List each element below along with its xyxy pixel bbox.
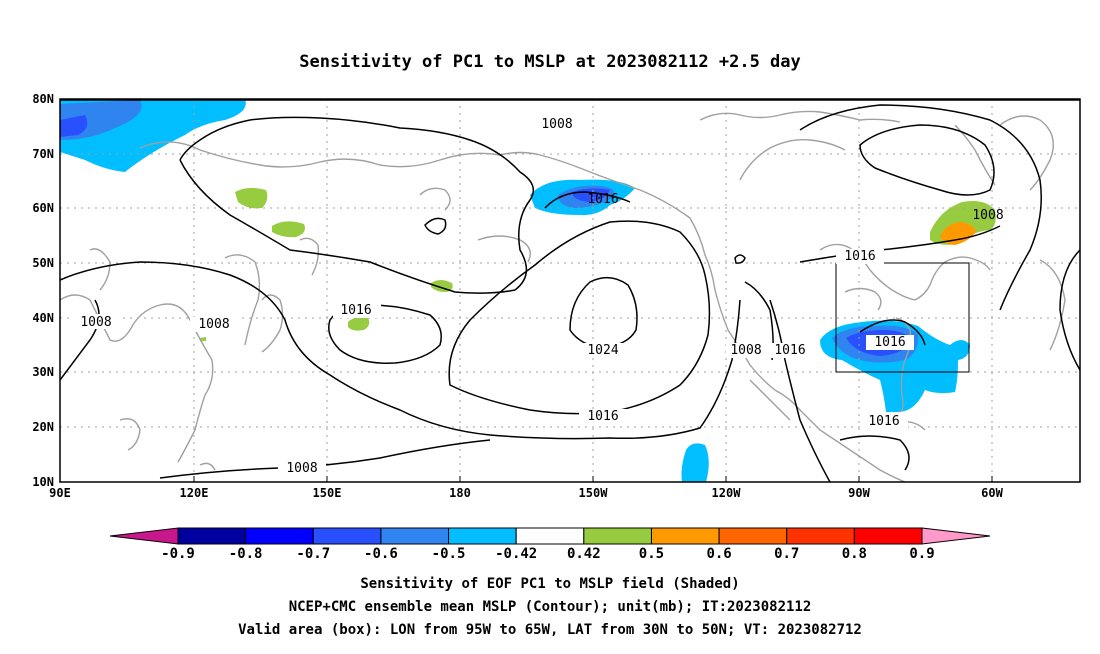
contour-label: 1008 bbox=[286, 461, 317, 476]
shade-japan-sea-1 bbox=[235, 187, 268, 209]
colorbar-segment bbox=[650, 527, 720, 545]
lat-tick-label: 40N bbox=[32, 311, 54, 325]
lat-tick-label: 70N bbox=[32, 147, 54, 161]
lon-tick-label: 60W bbox=[981, 486, 1003, 500]
caption-line-2: NCEP+CMC ensemble mean MSLP (Contour); u… bbox=[289, 599, 812, 615]
contour-low-canada bbox=[859, 124, 995, 196]
map-title: Sensitivity of PC1 to MSLP at 2023082112… bbox=[299, 52, 801, 72]
lon-tick-label: 150E bbox=[313, 486, 342, 500]
colorbar-overflow-triangle bbox=[921, 527, 991, 545]
colorbar-segment bbox=[380, 527, 450, 545]
contour-label-group: 1008 1016 1008 1016 1008 1016 1024 1008 … bbox=[72, 117, 1004, 476]
map-area bbox=[60, 99, 1080, 482]
contour-label: 1008 bbox=[730, 343, 761, 358]
colorbar-segment bbox=[177, 527, 247, 545]
lon-tick-label: 120E bbox=[180, 486, 209, 500]
colorbar-segment bbox=[448, 527, 517, 545]
caption-line-3: Valid area (box): LON from 95W to 65W, L… bbox=[238, 622, 862, 638]
contour-label: 1008 bbox=[198, 317, 229, 332]
colorbar-underflow-triangle bbox=[109, 527, 179, 545]
contour-label: 1016 bbox=[868, 414, 899, 429]
contour-label: 1016 bbox=[340, 303, 371, 318]
colorbar-tick-label: -0.42 bbox=[495, 546, 537, 562]
shade-labrador-orange bbox=[940, 222, 976, 245]
lat-tick-label: 80N bbox=[32, 92, 54, 106]
colorbar-tick-label: -0.9 bbox=[161, 546, 195, 562]
caption-line-1: Sensitivity of EOF PC1 to MSLP field (Sh… bbox=[360, 576, 739, 592]
contour-1008-north bbox=[179, 116, 535, 294]
lon-tick-label: 90W bbox=[848, 486, 870, 500]
colorbar-segment bbox=[718, 527, 788, 545]
colorbar-segment bbox=[312, 527, 382, 545]
colorbar-segment bbox=[245, 527, 314, 545]
contour-1008-lower bbox=[159, 439, 491, 479]
colorbar: -0.9 -0.8 -0.7 -0.6 -0.5 -0.42 0.42 0.5 0.6 0.7 0.… bbox=[109, 527, 991, 562]
contour-label: 1016 bbox=[587, 409, 618, 424]
map-frame bbox=[59, 98, 1081, 483]
contour-label: 1016 bbox=[774, 343, 805, 358]
colorbar-segment bbox=[515, 527, 585, 545]
colorbar-segment bbox=[786, 527, 855, 545]
colorbar-tick-label: -0.6 bbox=[364, 546, 398, 562]
colorbar-segment bbox=[853, 527, 923, 545]
lon-tick-label: 90E bbox=[49, 486, 71, 500]
contour-label: 1024 bbox=[587, 343, 618, 358]
lat-tick-label: 60N bbox=[32, 201, 54, 215]
colorbar-tick-label: 0.9 bbox=[909, 546, 934, 562]
colorbar-tick-label: -0.7 bbox=[296, 546, 330, 562]
lat-tick-label: 10N bbox=[32, 475, 54, 489]
shade-arctic-west-inner bbox=[60, 115, 88, 137]
colorbar-tick-label: 0.7 bbox=[774, 546, 799, 562]
contour-label: 1008 bbox=[80, 315, 111, 330]
shade-north-pacific bbox=[348, 317, 370, 331]
contour-small-2 bbox=[734, 254, 746, 264]
contour-1016-atlantic bbox=[859, 319, 926, 346]
contour-gulf-mexico bbox=[839, 435, 910, 471]
contour-1008-wide bbox=[60, 261, 741, 440]
colorbar-tick-label: -0.5 bbox=[432, 546, 466, 562]
valid-area-box bbox=[835, 262, 970, 373]
contour-canada-outer bbox=[799, 104, 1042, 311]
colorbar-tick-label: 0.8 bbox=[842, 546, 867, 562]
contour-1008-east bbox=[769, 299, 831, 482]
lat-tick-label: 30N bbox=[32, 365, 54, 379]
contour-label: 1008 bbox=[972, 208, 1003, 223]
contour-east-edge bbox=[1059, 249, 1080, 371]
lon-tick-label: 180 bbox=[449, 486, 471, 500]
lon-tick-label: 150W bbox=[579, 486, 609, 500]
contour-label: 1016 bbox=[874, 335, 905, 350]
colorbar-segment bbox=[583, 527, 652, 545]
colorbar-tick-label: 0.5 bbox=[639, 546, 664, 562]
colorbar-tick-label: 0.42 bbox=[567, 546, 601, 562]
lon-tick-label: 120W bbox=[712, 486, 742, 500]
lat-tick-label: 50N bbox=[32, 256, 54, 270]
contour-1008-sw bbox=[60, 299, 100, 381]
shade-japan-sea-2 bbox=[272, 221, 305, 238]
colorbar-tick-label: 0.6 bbox=[706, 546, 731, 562]
contour-small-1 bbox=[424, 217, 447, 235]
contour-label: 1016 bbox=[587, 192, 618, 207]
shade-small-green bbox=[200, 337, 206, 341]
shade-east-pacific bbox=[681, 443, 709, 482]
lat-tick-label: 20N bbox=[32, 420, 54, 434]
lon-axis bbox=[59, 476, 993, 482]
colorbar-tick-label: -0.8 bbox=[229, 546, 263, 562]
contour-1016-gulf bbox=[544, 191, 631, 209]
contour-1016-pacific-high bbox=[448, 220, 711, 415]
contour-label: 1016 bbox=[844, 249, 875, 264]
contour-label: 1008 bbox=[541, 117, 572, 132]
